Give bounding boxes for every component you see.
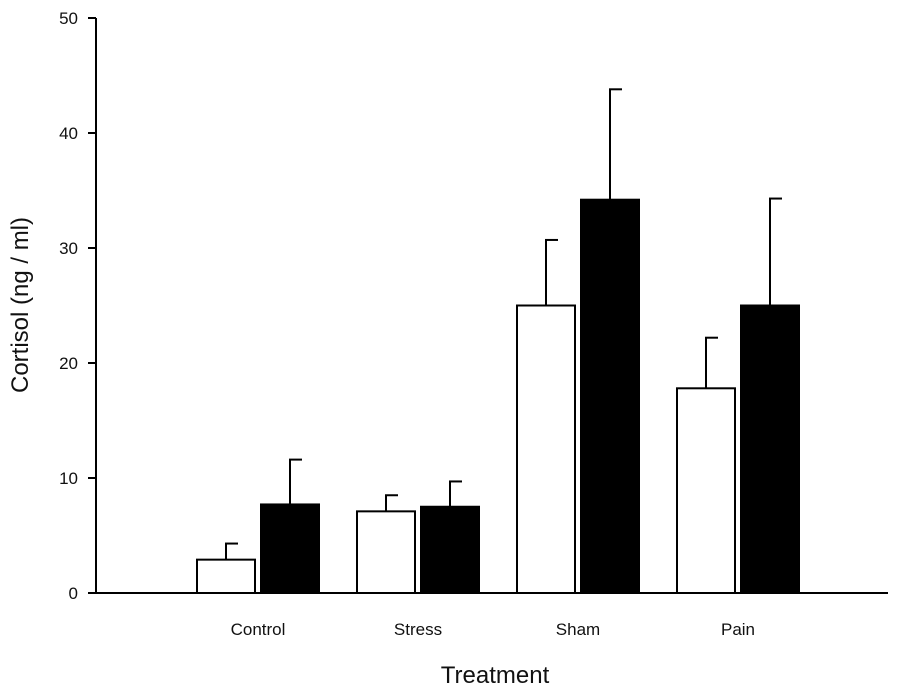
y-tick-label: 10 [59, 469, 78, 488]
error-bars [225, 88, 782, 560]
y-tick-label: 0 [69, 584, 78, 603]
bar-control-series-1 [196, 558, 256, 595]
x-axis-title: Treatment [441, 662, 550, 689]
y-ticks: 0 10 20 30 40 50 [59, 9, 96, 603]
bar-control-series-2 [260, 503, 320, 595]
y-tick-label: 30 [59, 239, 78, 258]
y-tick-label: 50 [59, 9, 78, 28]
bar-stress-series-2 [420, 505, 480, 594]
x-tick-label-sham: Sham [556, 620, 600, 639]
bars [196, 198, 800, 595]
x-tick-labels: Control Stress Sham Pain [231, 620, 755, 639]
x-tick-label-pain: Pain [721, 620, 755, 639]
bar-stress-series-1 [356, 510, 416, 595]
bar-pain-series-2 [740, 304, 800, 594]
y-axis-title: Cortisol (ng / ml) [7, 217, 34, 393]
x-tick-label-control: Control [231, 620, 286, 639]
y-tick-label: 40 [59, 124, 78, 143]
y-tick-label: 20 [59, 354, 78, 373]
bar-sham-series-2 [580, 198, 640, 594]
bar-sham-series-1 [516, 304, 576, 594]
x-tick-label-stress: Stress [394, 620, 442, 639]
bar-pain-series-1 [676, 387, 736, 594]
